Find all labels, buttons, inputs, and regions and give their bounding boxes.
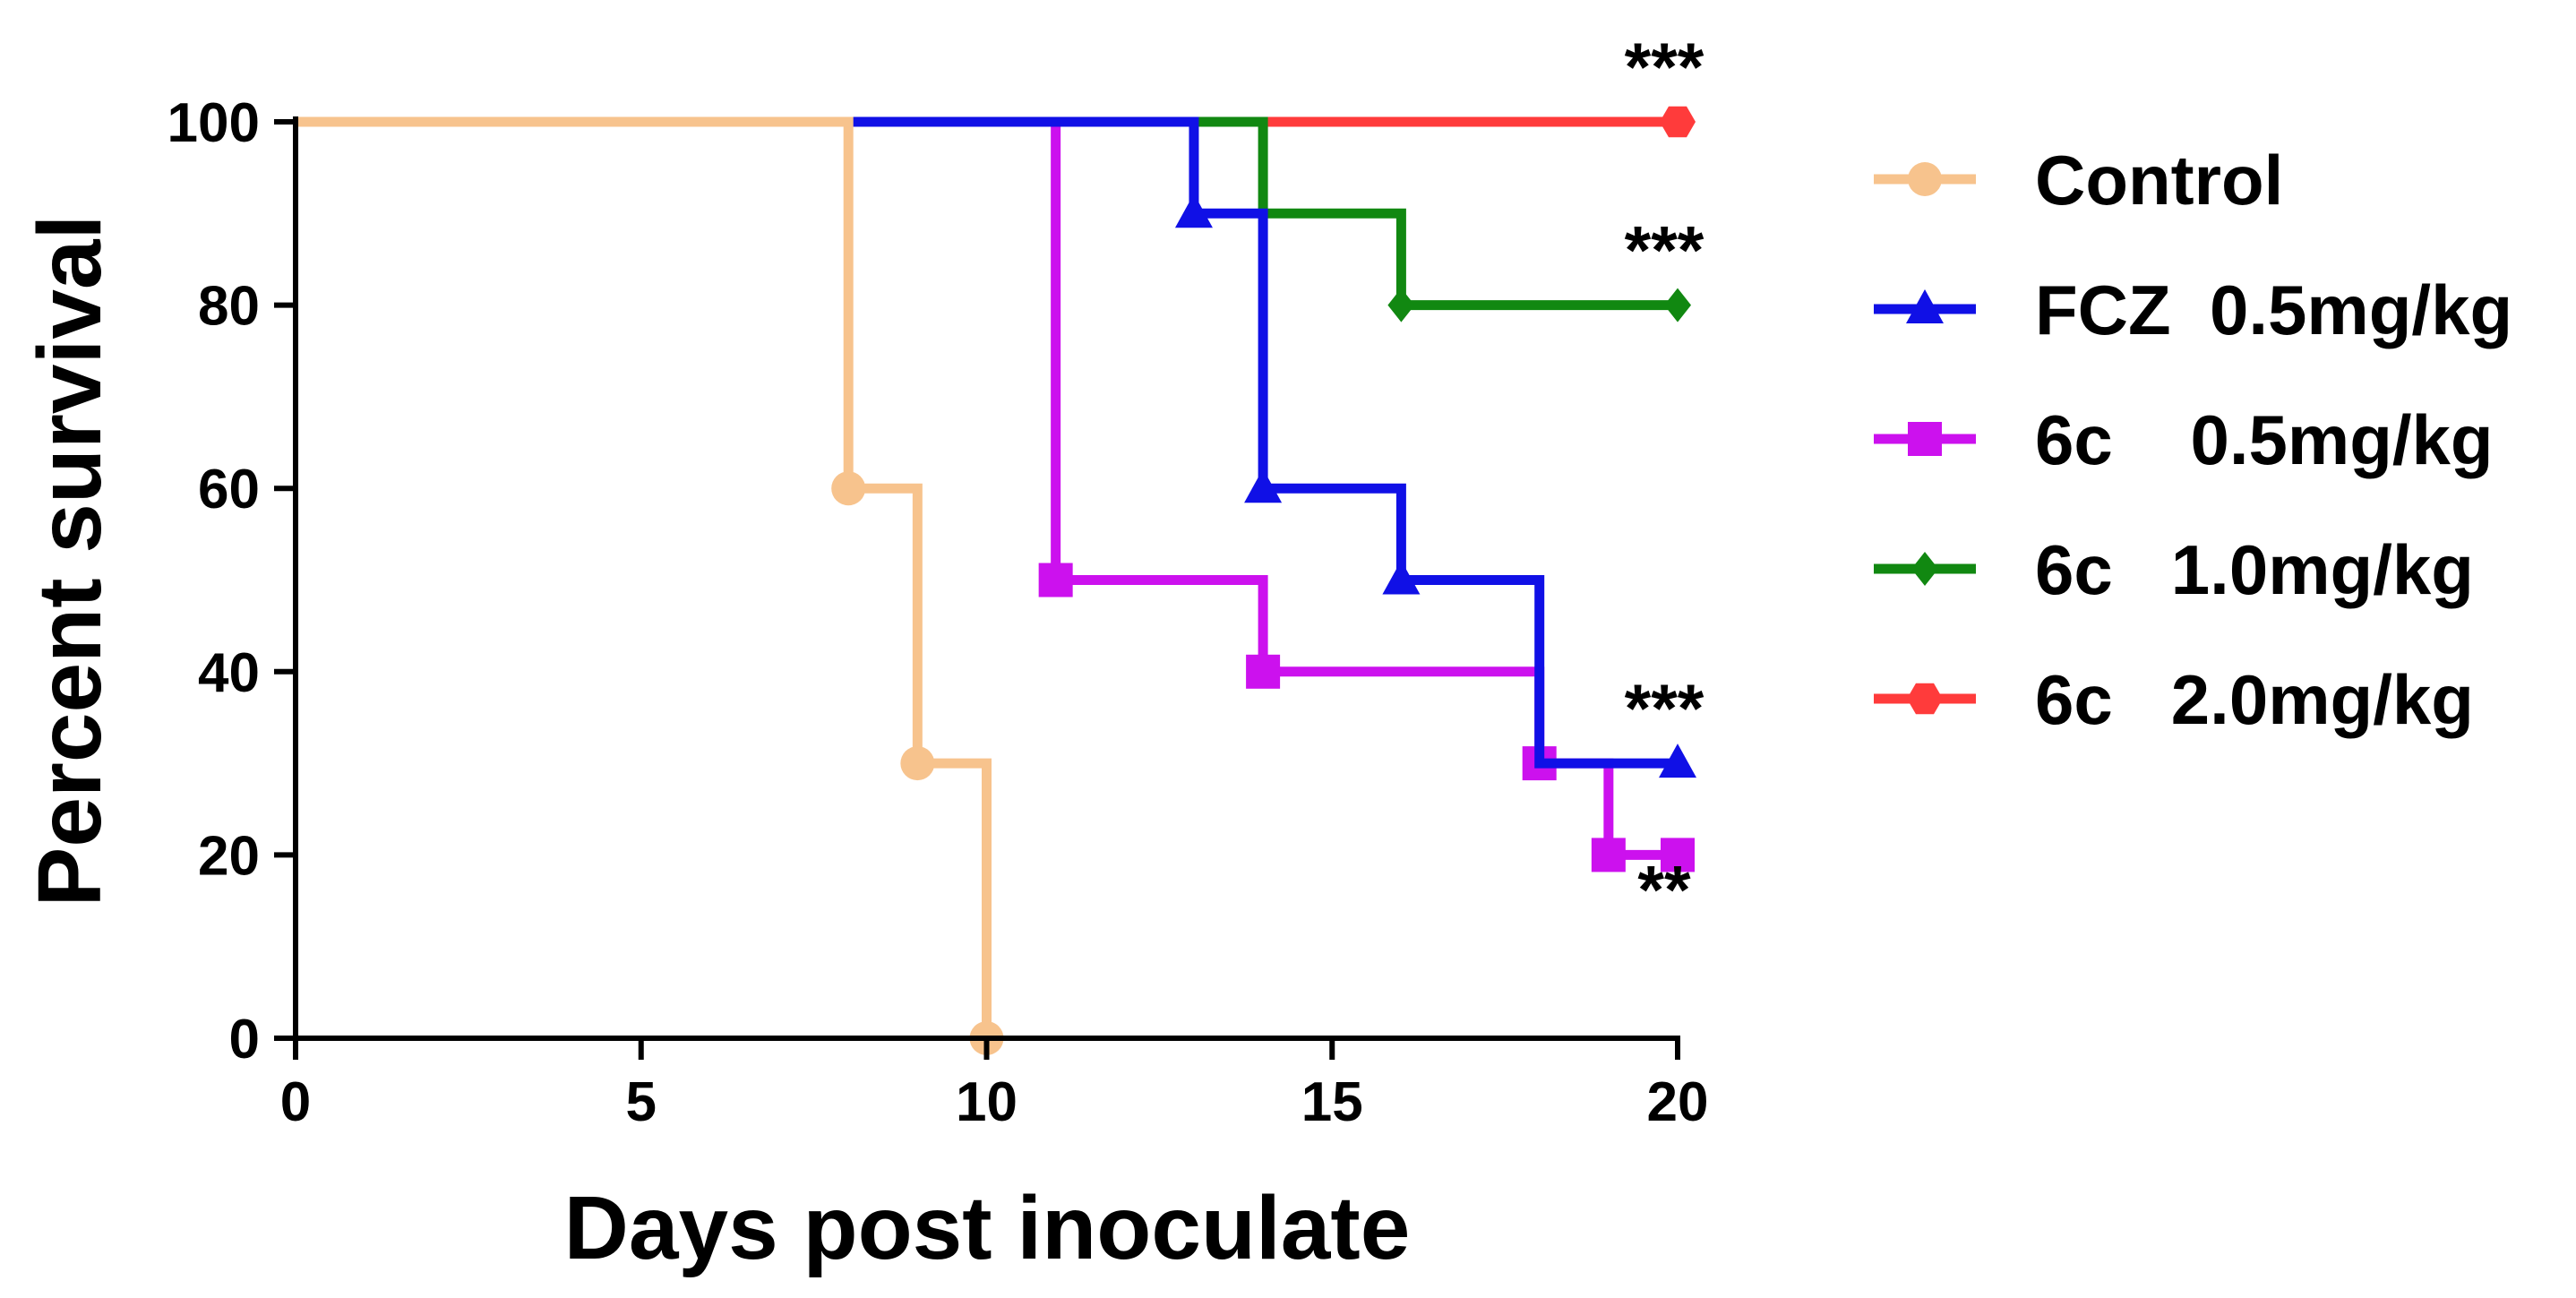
data-point-4-0: [1660, 106, 1696, 138]
series-line-1: [296, 116, 1678, 769]
data-point-0-1: [900, 746, 935, 781]
y-axis-title: Percent survival: [20, 215, 120, 907]
y-tick-label-5: 100: [167, 92, 260, 154]
data-point-2-4: [1661, 838, 1695, 872]
series-2: [296, 116, 1695, 872]
annotation-1: ***: [1625, 213, 1704, 289]
data-point-1-2: [1382, 560, 1421, 595]
legend-label-1: FCZ 0.5mg/kg: [2035, 271, 2512, 349]
x-tick-label-3: 15: [1301, 1071, 1363, 1133]
legend-entry-4: 6c 2.0mg/kg: [1874, 660, 2474, 739]
x-tick-label-0: 0: [280, 1071, 311, 1133]
annotation-3: **: [1637, 852, 1691, 928]
legend-marker-1: [1906, 289, 1944, 323]
series-line-0: [296, 116, 992, 1038]
legend: Control FCZ 0.5mg/kg 6c 0.5mg/kg 6c 1.0mg/k…: [1874, 141, 2512, 739]
data-point-2-1: [1246, 654, 1281, 689]
data-point-1-3: [1659, 744, 1696, 778]
y-tick-label-1: 20: [198, 825, 260, 887]
data-point-2-3: [1591, 838, 1626, 872]
series-line-3: [296, 116, 1678, 311]
x-tick-label-1: 5: [626, 1071, 657, 1133]
y-tick-label-0: 0: [229, 1009, 260, 1070]
legend-entry-0: Control: [1874, 141, 2283, 219]
data-point-3-1: [1664, 288, 1691, 322]
data-point-3-0: [1387, 288, 1415, 322]
axes: 0 5 10 15 20 0 20 40 60 80 100: [167, 92, 1709, 1133]
x-tick-label-2: 10: [956, 1071, 1018, 1133]
annotation-0: ***: [1625, 30, 1704, 106]
annotation-2: ***: [1625, 671, 1704, 747]
series-line-2: [296, 116, 1678, 860]
y-tick-label-2: 40: [198, 642, 260, 704]
legend-entry-3: 6c 1.0mg/kg: [1874, 530, 2474, 609]
legend-label-2: 6c 0.5mg/kg: [2035, 400, 2494, 479]
legend-entry-2: 6c 0.5mg/kg: [1874, 400, 2494, 479]
legend-marker-4: [1907, 683, 1943, 715]
legend-label-0: Control: [2035, 141, 2283, 219]
series-0: [296, 116, 1004, 1055]
series-3: [296, 116, 1691, 322]
data-point-0-0: [831, 471, 866, 506]
legend-marker-3: [1911, 552, 1938, 586]
data-point-2-0: [1038, 563, 1073, 597]
y-tick-label-4: 80: [198, 276, 260, 338]
legend-marker-0: [1908, 162, 1942, 196]
series-1: [296, 116, 1696, 778]
data-point-1-0: [1174, 193, 1213, 228]
plot-area: [296, 106, 1696, 1055]
legend-entry-1: FCZ 0.5mg/kg: [1874, 271, 2512, 349]
data-point-1-1: [1244, 468, 1283, 503]
legend-marker-2: [1908, 422, 1942, 456]
legend-label-4: 6c 2.0mg/kg: [2035, 660, 2474, 739]
significance-annotations: ***********: [1625, 30, 1704, 928]
y-tick-label-3: 60: [198, 459, 260, 520]
x-axis-title: Days post inoculate: [564, 1178, 1411, 1278]
x-tick-label-4: 20: [1647, 1071, 1709, 1133]
legend-label-3: 6c 1.0mg/kg: [2035, 530, 2474, 609]
